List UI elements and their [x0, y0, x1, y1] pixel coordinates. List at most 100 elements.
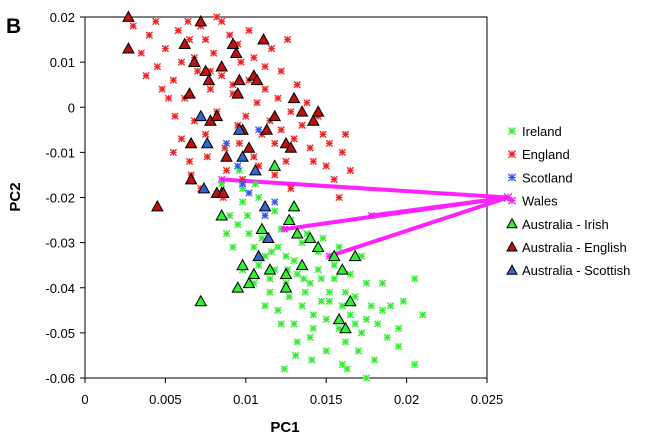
ireland-point — [309, 311, 317, 319]
england-point — [206, 85, 215, 93]
england-point — [274, 94, 282, 102]
england-point — [250, 53, 258, 62]
wales-point — [280, 225, 289, 233]
australia-english-point — [226, 37, 240, 49]
y-tick-label: -0.03 — [45, 236, 75, 251]
ireland-point — [346, 270, 354, 278]
australia-scottish-point — [236, 150, 249, 162]
ireland-point — [293, 270, 301, 278]
england-point — [226, 31, 234, 39]
scotland-point — [238, 180, 247, 188]
australia-scottish-point — [194, 109, 208, 122]
y-tick-label: -0.02 — [45, 191, 75, 206]
ireland-point — [309, 324, 317, 333]
panel-label: B — [6, 15, 21, 38]
australia-irish-point — [287, 199, 301, 212]
england-point — [245, 26, 253, 35]
legend-item: Australia - English — [506, 240, 627, 255]
plot-border — [84, 16, 488, 379]
ireland-point — [319, 234, 327, 242]
x-tick-label: 0.01 — [233, 392, 258, 407]
legend-swatch — [506, 240, 518, 252]
england-point — [319, 130, 327, 138]
england-point — [330, 175, 338, 184]
australia-english-point — [151, 199, 164, 212]
england-point — [161, 44, 170, 53]
legend-item: Australia - Scottish — [506, 263, 630, 278]
ireland-point — [335, 243, 343, 251]
scotland-point — [271, 198, 279, 206]
australia-scottish-point — [233, 123, 246, 135]
ireland-point — [243, 211, 252, 220]
australia-english-point — [183, 87, 196, 99]
england-point — [203, 153, 211, 161]
australia-english-point — [210, 109, 224, 122]
legend-label: Ireland — [522, 124, 562, 139]
y-tick-label: 0 — [68, 100, 75, 115]
ireland-point — [245, 229, 253, 238]
australia-irish-point — [339, 321, 352, 334]
england-point — [209, 49, 218, 57]
ireland-point — [410, 275, 419, 283]
england-point — [242, 112, 250, 120]
ireland-point — [251, 180, 260, 188]
ireland-point — [357, 329, 366, 337]
legend-item: Ireland — [507, 124, 562, 139]
ireland-point — [234, 220, 242, 229]
y-tick-label: -0.01 — [45, 145, 75, 160]
australia-irish-point — [194, 294, 208, 307]
ireland-point — [267, 247, 276, 256]
england-point — [277, 126, 285, 134]
plot-area — [84, 16, 488, 379]
legend-swatch — [507, 196, 517, 205]
england-point — [325, 139, 334, 148]
ireland-point — [378, 306, 387, 314]
ireland-point — [354, 347, 363, 355]
england-point — [309, 157, 317, 166]
y-tick-label: -0.04 — [45, 281, 75, 296]
legend-label: Scotland — [522, 170, 573, 185]
x-tick-label: 0 — [81, 392, 88, 407]
australia-irish-point — [311, 240, 325, 253]
ireland-point — [282, 252, 290, 260]
wales-connector-line — [219, 177, 510, 200]
australia-irish-point — [295, 258, 309, 271]
ireland-point — [290, 257, 298, 265]
england-point — [184, 17, 192, 26]
ireland-point — [330, 261, 338, 269]
legend-swatch — [507, 173, 517, 182]
australia-english-point — [231, 87, 245, 99]
australia-irish-point — [247, 267, 261, 280]
england-point — [142, 72, 150, 80]
australia-irish-point — [231, 281, 245, 293]
australia-scottish-point — [249, 163, 262, 176]
australia-english-point — [268, 109, 282, 122]
scotland-point — [234, 162, 242, 170]
australia-irish-point — [279, 267, 293, 280]
ireland-point — [343, 365, 351, 373]
australia-english-point — [284, 141, 298, 153]
wales-connector-line — [282, 195, 510, 232]
england-point — [282, 157, 290, 166]
ireland-point — [300, 275, 308, 283]
england-point — [129, 22, 137, 30]
ireland-point — [280, 365, 289, 373]
australia-irish-point — [343, 294, 357, 307]
england-point — [153, 62, 162, 71]
ireland-point — [250, 243, 258, 251]
australia-english-point — [229, 46, 243, 58]
y-tick-label: 0.02 — [50, 10, 75, 25]
australia-english-point — [242, 141, 256, 153]
australia-english-point — [260, 123, 274, 135]
australia-irish-point — [268, 159, 282, 171]
england-point — [222, 166, 231, 175]
australia-scottish-point — [197, 181, 211, 194]
england-point — [271, 139, 279, 148]
ireland-point — [367, 302, 375, 310]
australia-irish-point — [348, 249, 362, 262]
legend-label: Australia - Scottish — [522, 263, 630, 278]
australia-english-point — [311, 105, 325, 117]
ireland-point — [238, 198, 247, 206]
ireland-point — [341, 288, 350, 296]
